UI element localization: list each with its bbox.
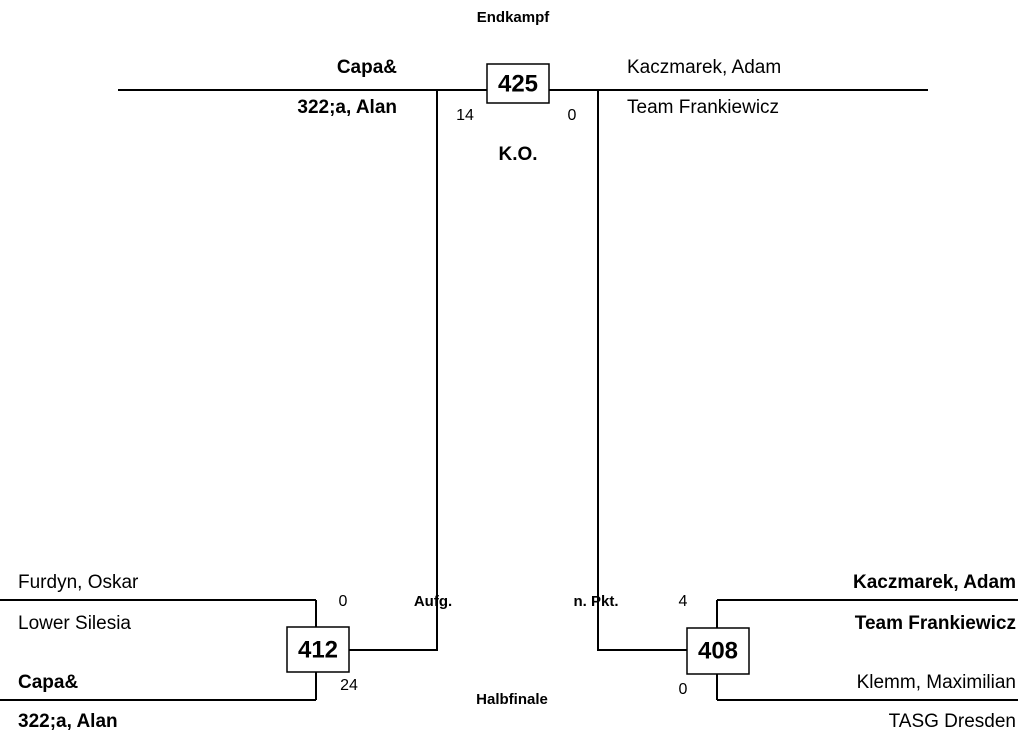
player-team: 322;a, Alan: [18, 711, 118, 732]
player-name: Kaczmarek, Adam: [627, 57, 781, 78]
match-box: [486, 63, 550, 104]
score: 0: [679, 681, 688, 698]
result: K.O.: [498, 144, 537, 165]
player-team: 322;a, Alan: [297, 97, 397, 118]
result: n. Pkt.: [573, 593, 618, 610]
player-name: Kaczmarek, Adam: [853, 572, 1016, 593]
round-label: Endkampf: [477, 9, 551, 26]
player-team: Team Frankiewicz: [627, 97, 779, 118]
score: 4: [679, 593, 688, 610]
round-label: Halbfinale: [476, 691, 548, 708]
match-number: 408: [698, 637, 738, 664]
match-box: [286, 626, 350, 673]
match-number: 412: [298, 636, 338, 663]
player-name: Klemm, Maximilian: [857, 672, 1016, 693]
score: 0: [568, 107, 577, 124]
player-name: Furdyn, Oskar: [18, 572, 139, 593]
match-number: 425: [498, 70, 538, 97]
player-team: TASG Dresden: [889, 711, 1016, 732]
match-box: [686, 627, 750, 675]
player-name: Capa&: [337, 57, 397, 78]
player-team: Team Frankiewicz: [855, 613, 1016, 634]
score: 14: [456, 107, 474, 124]
score: 0: [339, 593, 348, 610]
player-name: Capa&: [18, 672, 78, 693]
result: Aufg.: [414, 593, 452, 610]
score: 24: [340, 677, 358, 694]
player-team: Lower Silesia: [18, 613, 131, 634]
